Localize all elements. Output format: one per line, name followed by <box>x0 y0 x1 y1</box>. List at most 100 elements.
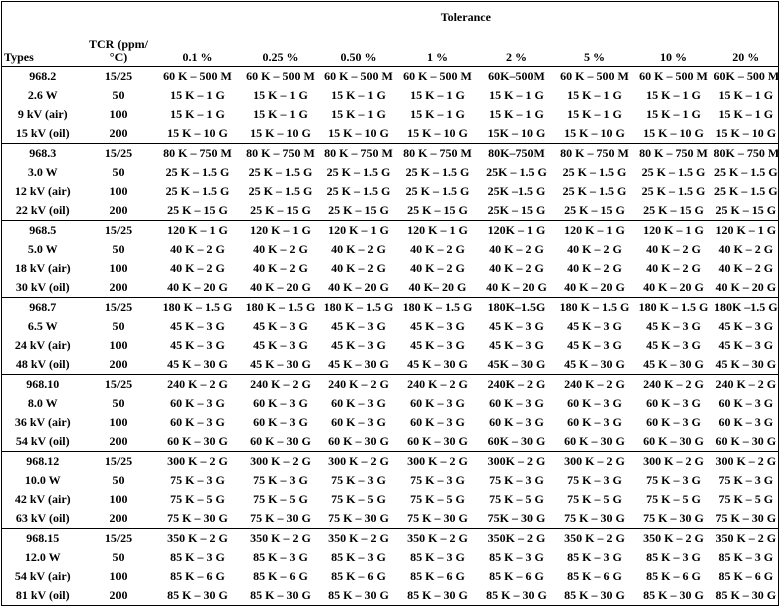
range-cell: 25 K – 1.5 G <box>713 184 778 198</box>
range-cell: 15 K – 1 G <box>567 88 622 102</box>
range-cell: 75 K – 3 G <box>646 473 701 487</box>
range-cell: 45 K – 30 G <box>167 357 228 371</box>
column-header: 2 % <box>477 32 556 67</box>
range-cell: 15 K – 1 G <box>489 107 544 121</box>
range-cell: 60 K – 500 M <box>397 66 478 86</box>
range-cell: 15 K – 10 G <box>715 126 777 140</box>
range-cell: 60K–500M <box>477 66 556 86</box>
range-cell: 25 K – 1.5 G <box>248 165 313 179</box>
tcr-cell: 100 <box>109 107 128 121</box>
range-cell: 25K – 15 G <box>487 203 546 217</box>
range-cell: 120 K – 1 G <box>633 220 714 240</box>
range-cell: 40 K – 2 G <box>646 261 701 275</box>
type-cell: 22 kV (oil) <box>15 203 70 217</box>
range-cell: 25K –1.5 G <box>487 184 546 198</box>
range-cell: 300K – 2 G <box>477 451 556 471</box>
type-cell: 48 kV (oil) <box>15 357 70 371</box>
range-cell: 85 K – 6 G <box>489 569 544 583</box>
range-cell: 40 K – 20 G <box>250 280 311 294</box>
range-cell: 350 K – 2 G <box>153 528 242 548</box>
range-cell: 350 K – 2 G <box>397 528 478 548</box>
range-cell: 85 K – 30 G <box>407 588 468 602</box>
type-cell: 6.5 W <box>27 319 58 333</box>
range-cell: 60K – 30 G <box>487 434 546 448</box>
range-cell: 60 K – 3 G <box>489 415 544 429</box>
range-cell: 45 K – 3 G <box>331 338 386 352</box>
range-cell: 40 K – 2 G <box>410 242 465 256</box>
range-cell: 240 K – 2 G <box>153 374 242 394</box>
range-cell: 15K – 10 G <box>487 126 546 140</box>
range-cell: 60 K – 30 G <box>715 434 777 448</box>
range-cell: 45 K – 3 G <box>646 319 701 333</box>
table-row: 54 kV (oil) 200 60 K – 30 G 60 K – 30 G 60 K… <box>2 432 779 452</box>
column-header: 0.1 % <box>153 32 242 67</box>
range-cell: 45 K – 30 G <box>643 357 704 371</box>
range-cell: 80 K – 750 M <box>319 143 398 163</box>
range-cell: 25 K – 1.5 G <box>562 165 627 179</box>
type-cell: 8.0 W <box>27 396 58 410</box>
table-row: 6.5 W 50 45 K – 3 G 45 K – 3 G 45 K – 3 G 45 … <box>2 317 779 336</box>
range-cell: 75 K – 30 G <box>643 511 704 525</box>
range-cell: 40 K – 2 G <box>410 261 465 275</box>
range-cell: 85 K – 6 G <box>567 569 622 583</box>
range-cell: 60 K – 3 G <box>567 396 622 410</box>
range-cell: 60 K – 3 G <box>331 396 386 410</box>
range-cell: 75 K – 5 G <box>253 492 308 506</box>
range-cell: 15 K – 10 G <box>407 126 468 140</box>
range-cell: 350K – 2 G <box>477 528 556 548</box>
range-cell: 350 K – 2 G <box>633 528 714 548</box>
range-cell: 300 K – 2 G <box>319 451 398 471</box>
tcr-cell: 100 <box>109 569 128 583</box>
range-cell: 45 K – 3 G <box>170 338 225 352</box>
range-cell: 15 K – 1 G <box>567 107 622 121</box>
range-cell: 15 K – 1 G <box>718 88 774 102</box>
range-cell: 80 K – 750 M <box>397 143 478 163</box>
table-body: 968.2 15/25 60 K – 500 M 60 K – 500 M 60 K –… <box>1 66 779 606</box>
range-cell: 40 K – 2 G <box>170 261 225 275</box>
range-cell: 40 K – 2 G <box>170 242 225 256</box>
range-cell: 25 K – 15 G <box>715 203 777 217</box>
range-cell: 350 K – 2 G <box>555 528 634 548</box>
range-cell: 25 K – 1.5 G <box>405 184 470 198</box>
range-cell: 60 K – 30 G <box>643 434 704 448</box>
range-cell: 40 K – 2 G <box>646 242 701 256</box>
range-cell: 25 K – 1.5 G <box>713 165 778 179</box>
table-row: 968.3 15/25 80 K – 750 M 80 K – 750 M 80 K –… <box>1 143 779 163</box>
range-cell: 80 K – 750 M <box>555 143 634 163</box>
type-cell: 968.3 <box>1 143 84 163</box>
range-cell: 85 K – 3 G <box>410 550 465 564</box>
range-cell: 60 K – 3 G <box>170 396 225 410</box>
range-cell: 85 K – 3 G <box>646 550 701 564</box>
range-cell: 75 K – 3 G <box>718 473 774 487</box>
range-cell: 40 K – 20 G <box>486 280 547 294</box>
range-cell: 85 K – 6 G <box>410 569 465 583</box>
table-row: 968.2 15/25 60 K – 500 M 60 K – 500 M 60 K –… <box>1 66 779 86</box>
column-header: 5 % <box>555 32 634 67</box>
table-row: 54 kV (air) 100 85 K – 6 G 85 K – 6 G 85 K –… <box>2 567 779 586</box>
range-cell: 350 K – 2 G <box>713 528 779 548</box>
range-cell: 45K – 30 G <box>487 357 546 371</box>
table-row: 968.12 15/25 300 K – 2 G 300 K – 2 G 300 K –… <box>1 451 779 471</box>
range-cell: 60 K – 3 G <box>718 415 774 429</box>
tcr-cell: 50 <box>112 242 125 256</box>
range-cell: 85 K – 6 G <box>718 569 774 583</box>
range-cell: 85 K – 3 G <box>567 550 622 564</box>
table-row: 18 kV (air) 100 40 K – 2 G 40 K – 2 G 40 K –… <box>2 259 779 278</box>
range-cell: 85 K – 3 G <box>253 550 308 564</box>
range-cell: 85 K – 30 G <box>167 588 228 602</box>
range-cell: 180 K – 1.5 G <box>633 297 714 317</box>
range-cell: 120 K – 1 G <box>319 220 398 240</box>
range-cell: 40 K – 2 G <box>253 242 308 256</box>
range-cell: 60 K – 30 G <box>167 434 228 448</box>
tcr-cell: 50 <box>112 88 125 102</box>
range-cell: 45 K – 3 G <box>718 319 774 333</box>
tcr-cell: 200 <box>109 357 128 371</box>
range-cell: 45 K – 3 G <box>567 319 622 333</box>
range-cell: 40 K – 2 G <box>567 261 622 275</box>
range-cell: 60 K – 500 M <box>319 66 398 86</box>
range-cell: 240 K – 2 G <box>241 374 320 394</box>
range-cell: 40 K – 20 G <box>167 280 228 294</box>
range-cell: 85 K – 6 G <box>646 569 701 583</box>
range-cell: 25K – 1.5 G <box>486 165 547 179</box>
